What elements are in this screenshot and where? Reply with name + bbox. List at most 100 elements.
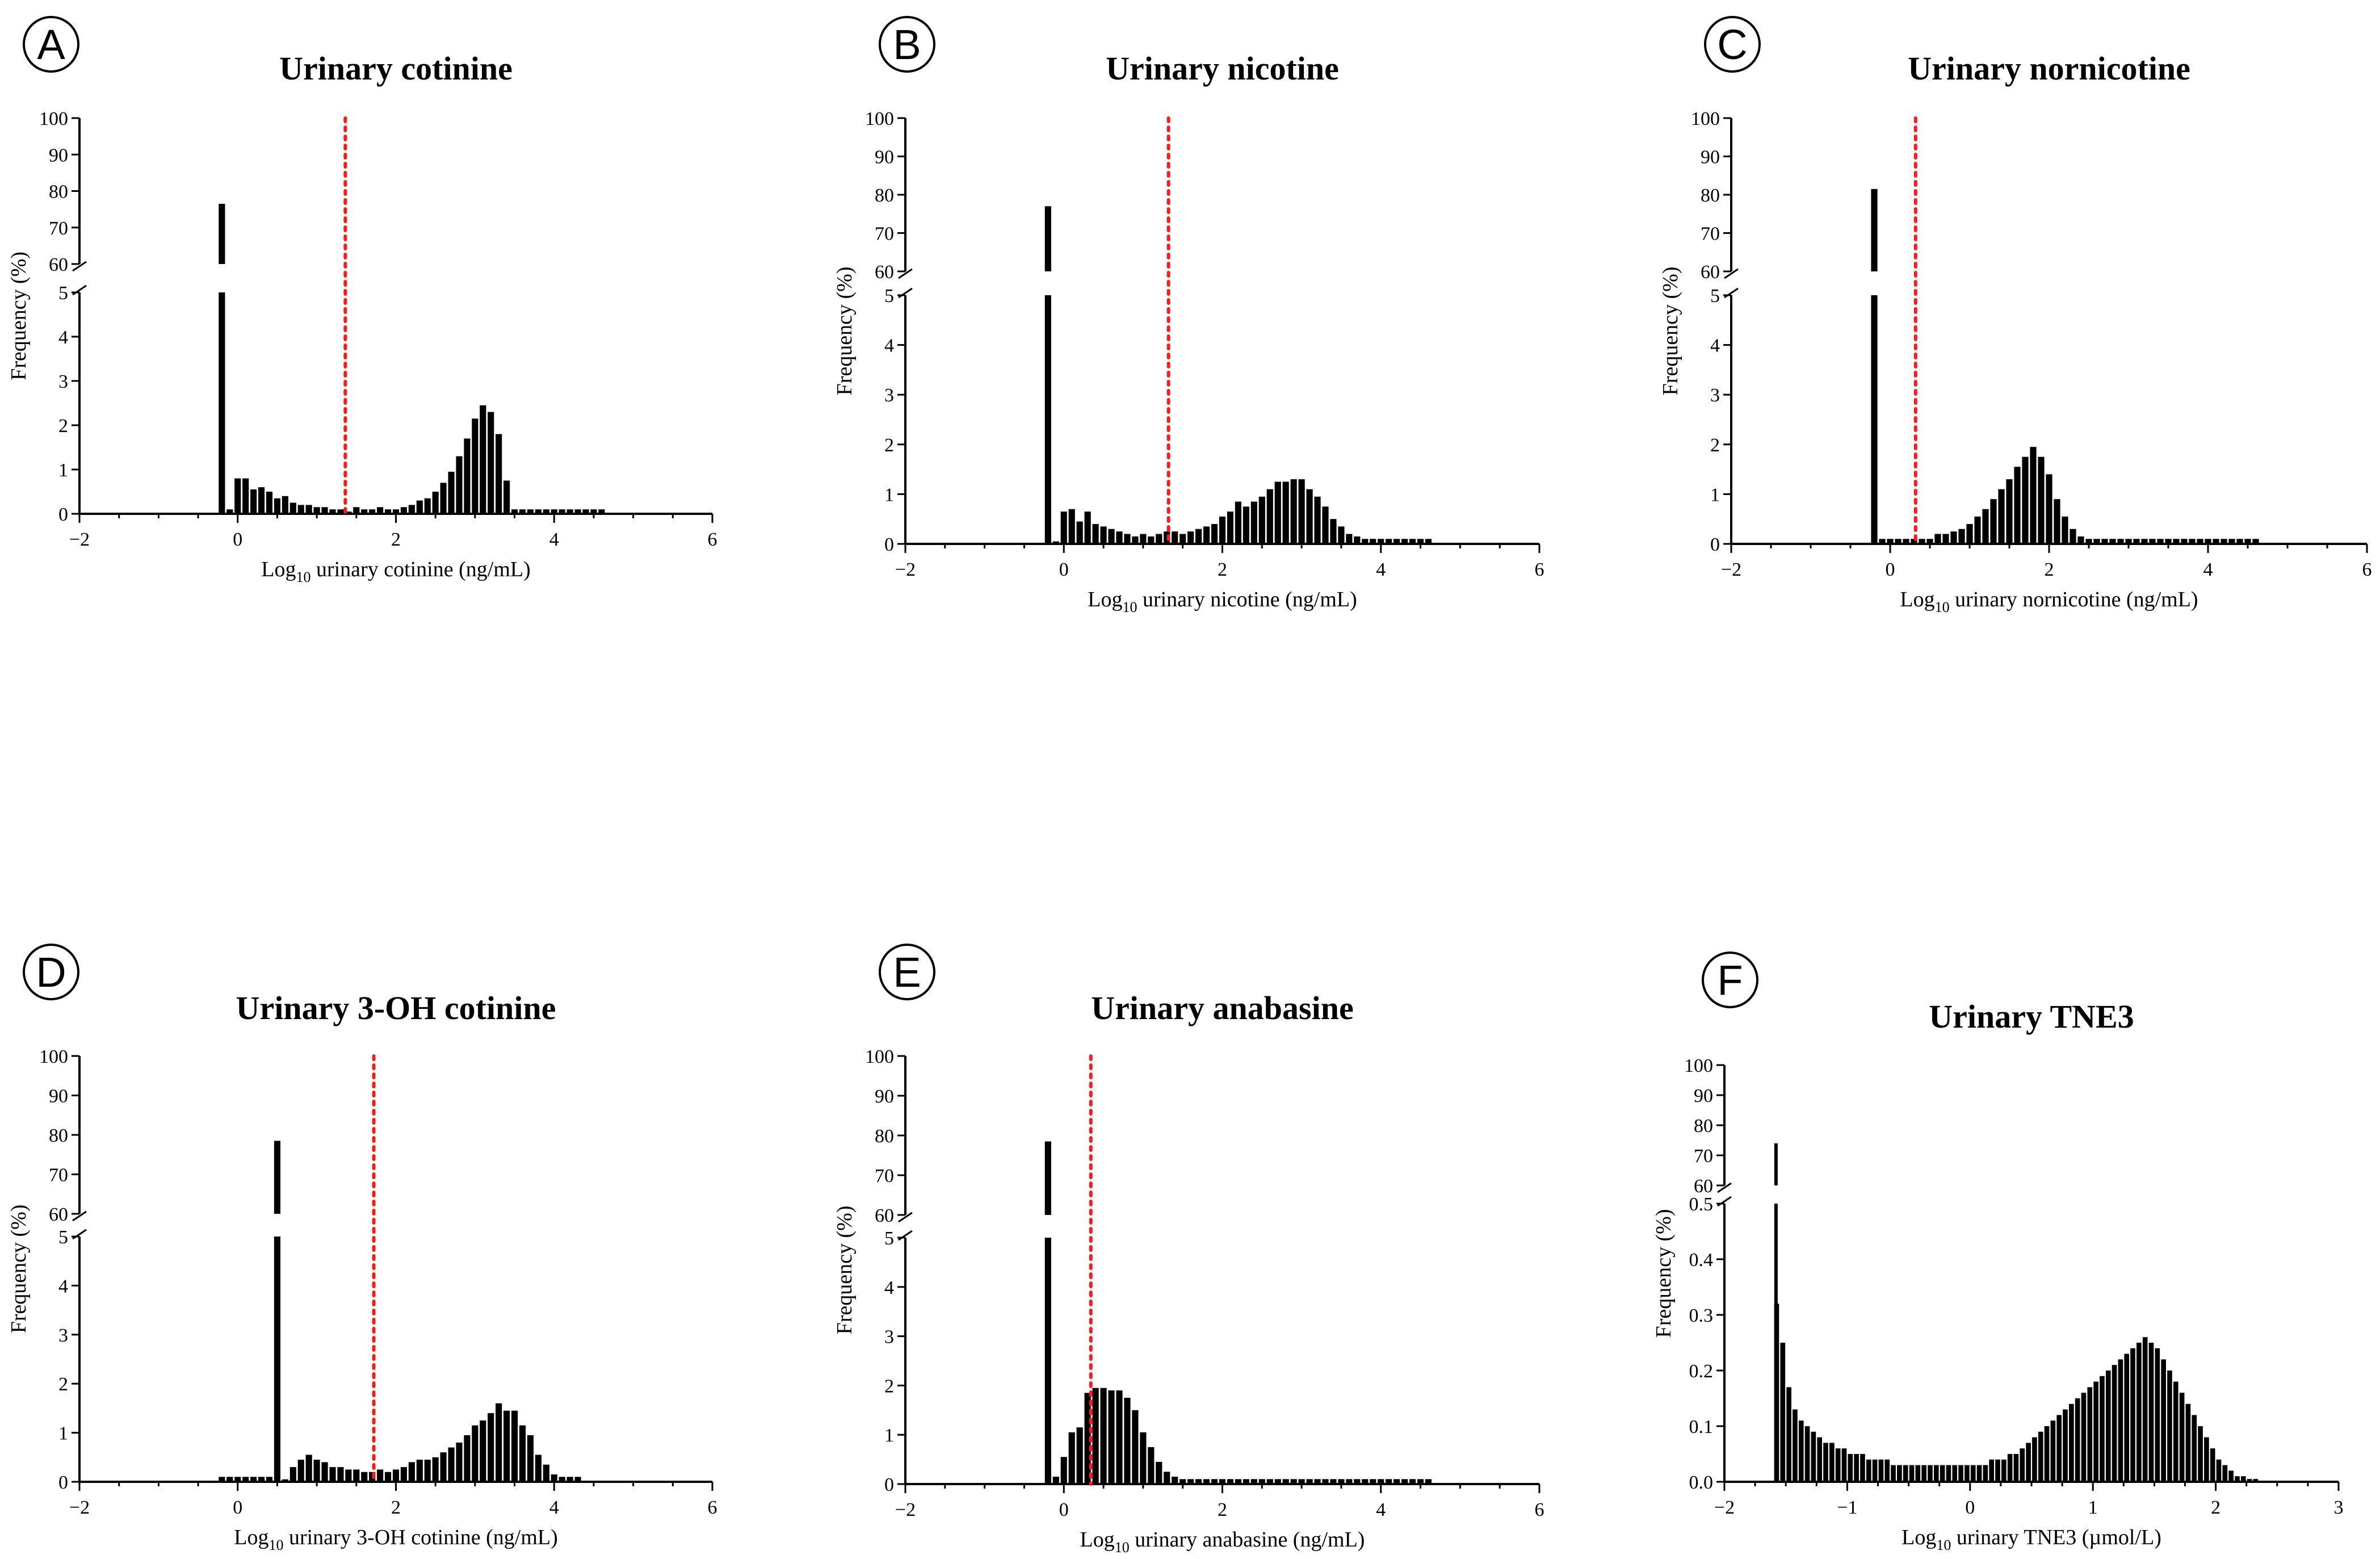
y-tick-label: 90 [1701, 147, 1720, 168]
y-tick-label: 100 [39, 1046, 68, 1067]
y-tick-label: 70 [875, 1166, 894, 1187]
bar [559, 1477, 565, 1482]
bar [1835, 1448, 1841, 1482]
bar [416, 500, 423, 514]
panel-badge-circle [1702, 952, 1758, 1008]
bar [1203, 1479, 1210, 1484]
y-tick-label: 80 [875, 185, 894, 206]
bar [2077, 536, 2084, 544]
x-tick-label: 6 [1535, 559, 1544, 580]
bar [2014, 467, 2021, 544]
bar [329, 509, 336, 514]
x-axis-label: Log10 urinary anabasine (ng/mL) [1080, 1528, 1365, 1556]
bar [1195, 529, 1202, 544]
bar [226, 1477, 233, 1482]
bar [2222, 1465, 2228, 1482]
bar [1282, 1479, 1289, 1484]
bar [1322, 1479, 1329, 1484]
bar [1370, 1479, 1376, 1484]
panel-letter: E [893, 949, 921, 996]
bar [1164, 1472, 1170, 1484]
bar [2216, 1459, 2222, 1482]
bar [1958, 529, 1965, 544]
bar [496, 1403, 502, 1482]
y-tick-label: 4 [884, 336, 894, 357]
bar [1946, 1465, 1951, 1482]
x-tick-label: 4 [549, 529, 559, 550]
panel-badge-circle [879, 16, 935, 73]
x-tick-label: 4 [2203, 559, 2213, 580]
bar [2173, 539, 2180, 544]
bar [432, 1457, 439, 1482]
y-tick-label: 0 [58, 504, 68, 525]
bar [250, 489, 257, 514]
y-tick-label: 4 [1710, 336, 1720, 357]
bar [1871, 295, 1878, 544]
bar [472, 1425, 478, 1482]
x-axis-label: Log10 urinary nicotine (ng/mL) [1088, 588, 1357, 615]
bar [1966, 523, 1973, 544]
y-tick-label: 1 [58, 460, 68, 481]
bar [2221, 539, 2227, 544]
bar [472, 418, 478, 514]
x-tick-label: −1 [1837, 1497, 1857, 1518]
bar [282, 496, 288, 514]
bar [1848, 1454, 1853, 1482]
x-tick-label: 6 [708, 1497, 717, 1518]
panel-badge-circle [23, 944, 79, 1000]
bar [1354, 536, 1361, 544]
bar [250, 1477, 257, 1482]
bar [1298, 1479, 1305, 1484]
bar [2247, 1479, 2252, 1482]
bar [1897, 1465, 1902, 1482]
y-tick-label: 5 [884, 286, 894, 307]
bar [2105, 1371, 2111, 1482]
y-tick-label: 2 [1710, 435, 1720, 456]
x-tick-label: 0 [233, 529, 242, 550]
bar [1306, 1479, 1313, 1484]
bar [384, 509, 392, 514]
bar [2235, 1476, 2240, 1482]
y-tick-label: 60 [49, 254, 68, 275]
bar [2062, 516, 2068, 544]
bar [2056, 1415, 2062, 1482]
bar [1092, 523, 1099, 544]
bar [1952, 1465, 1958, 1482]
bar [361, 1472, 368, 1482]
bar [353, 507, 360, 514]
bar [1290, 479, 1297, 544]
bar [2050, 1420, 2056, 1482]
bar [1156, 534, 1162, 544]
bar [274, 498, 281, 514]
bar [1354, 1479, 1361, 1484]
bar [1378, 1479, 1384, 1484]
bar [1330, 1479, 1337, 1484]
x-tick-label: 2 [391, 529, 401, 550]
bar [1976, 1465, 1982, 1482]
bar [274, 1237, 281, 1482]
bar [432, 492, 439, 514]
bar [2240, 1476, 2246, 1482]
bar [1425, 539, 1432, 544]
bar [503, 1410, 510, 1482]
bar [2100, 1376, 2105, 1482]
bar [1211, 523, 1218, 544]
y-tick-label: 0.1 [1689, 1416, 1714, 1438]
bar [559, 509, 565, 514]
bar [1060, 1457, 1067, 1484]
bar [2198, 1426, 2203, 1482]
y-axis-label: Frequency (%) [1659, 267, 1682, 396]
bar [1915, 1465, 1921, 1482]
bar [1044, 206, 1051, 271]
bar [353, 1469, 360, 1482]
bar [2252, 539, 2259, 544]
y-tick-label: 5 [58, 283, 68, 304]
bar [1172, 1476, 1178, 1484]
y-tick-label: 90 [49, 1086, 68, 1107]
x-axis-label: Log10 urinary TNE3 (µmol/L) [1902, 1526, 2161, 1553]
bar [2101, 539, 2108, 544]
bar [1258, 1479, 1265, 1484]
bar [392, 1469, 400, 1482]
bar [2044, 1426, 2050, 1482]
